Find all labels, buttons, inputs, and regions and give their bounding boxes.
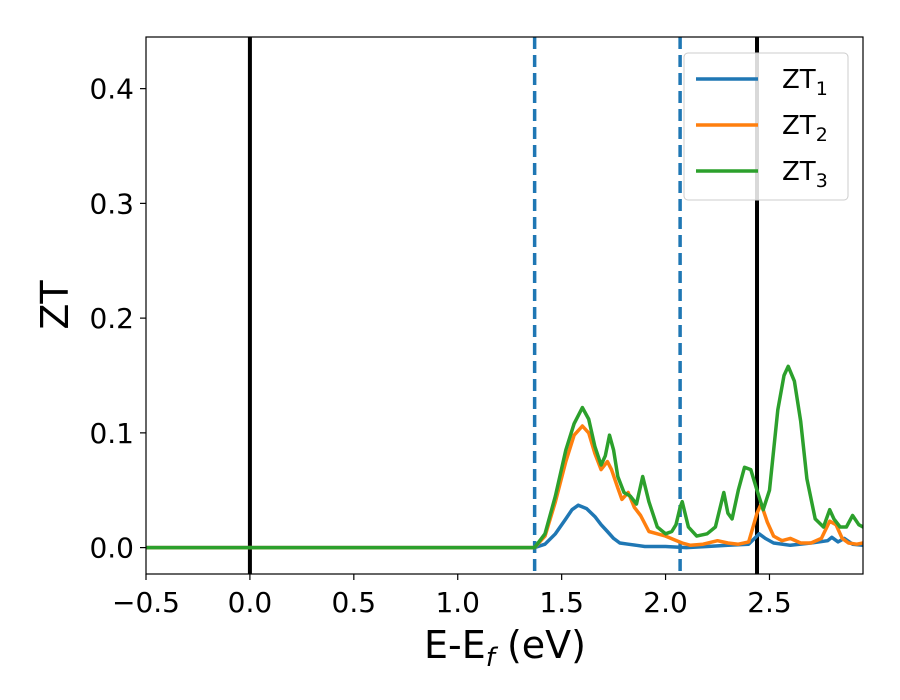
x-tick-label: 1.5 — [539, 586, 584, 619]
legend-label-zt1: ZT1 — [782, 65, 828, 100]
plot-frame — [145, 36, 864, 575]
series-line-zt2 — [146, 424, 863, 550]
x-axis-ticks: −0.5 0.0 0.5 1.0 1.5 2.0 2.5 — [112, 574, 792, 619]
y-tick-label: 0.2 — [89, 302, 134, 335]
y-tick-label: 0.1 — [89, 417, 134, 450]
x-tick-label: 0.5 — [332, 586, 377, 619]
y-tick-label: 0.0 — [89, 532, 134, 565]
x-tick-label: 2.0 — [643, 586, 688, 619]
x-tick-label: 0.0 — [228, 586, 273, 619]
series-line-zt3 — [146, 364, 863, 550]
x-tick-label: 2.5 — [747, 586, 792, 619]
y-axis-ticks: 0.0 0.1 0.2 0.3 0.4 — [89, 73, 146, 565]
x-axis-label-main: E-E — [424, 623, 486, 667]
x-axis-label-unit: (eV) — [495, 623, 586, 667]
series-lines — [146, 364, 863, 550]
y-tick-label: 0.3 — [89, 187, 134, 220]
y-tick-label: 0.4 — [89, 73, 134, 106]
legend-label-zt2: ZT2 — [782, 111, 828, 146]
legend-box — [683, 52, 849, 201]
x-axis-label: E-Ef (eV) — [424, 623, 586, 673]
legend: ZT1 ZT2 ZT3 — [683, 52, 849, 201]
x-tick-label: −0.5 — [112, 586, 180, 619]
series-line-zt1 — [146, 503, 863, 550]
x-tick-label: 1.0 — [435, 586, 480, 619]
legend-label-zt3: ZT3 — [782, 157, 828, 192]
y-axis-label: ZT — [33, 280, 77, 330]
